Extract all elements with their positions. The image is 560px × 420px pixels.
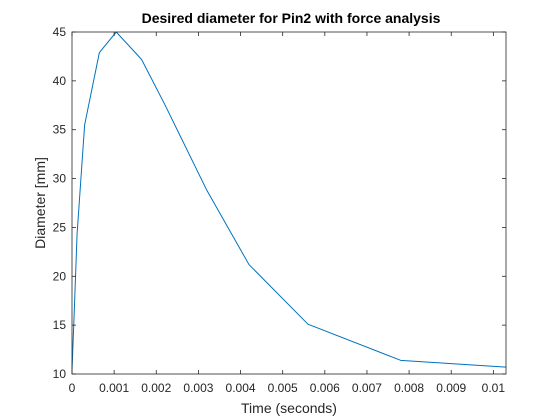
y-tick-label: 25 — [53, 220, 67, 234]
x-tick-label: 0.006 — [310, 381, 340, 395]
x-tick-label: 0.009 — [436, 381, 466, 395]
x-tick-label: 0.008 — [394, 381, 424, 395]
x-tick-label: 0.01 — [482, 381, 506, 395]
x-tick-label: 0 — [69, 381, 76, 395]
axes-box — [71, 31, 507, 375]
y-tick-label: 35 — [53, 123, 67, 137]
y-tick-label: 20 — [53, 269, 67, 283]
y-tick-label: 10 — [53, 367, 67, 381]
axes-background — [72, 32, 506, 374]
y-axis-label: Diameter [mm] — [32, 157, 48, 249]
x-tick-label: 0.004 — [226, 381, 256, 395]
plot-area: 0 0.001 0.002 0.003 0.004 0.005 0.006 0.007 0.00… — [53, 25, 507, 395]
y-tick-label: 45 — [53, 25, 67, 39]
series-line-1 — [71, 31, 507, 371]
y-tick-label: 40 — [53, 74, 67, 88]
x-tick-label: 0.005 — [268, 381, 298, 395]
chart-title: Desired diameter for Pin2 with force ana… — [142, 10, 441, 26]
y-tick-label: 30 — [53, 172, 67, 186]
x-axis-label: Time (seconds) — [241, 400, 337, 416]
x-tick-label: 0.001 — [99, 381, 129, 395]
x-tick-label: 0.002 — [141, 381, 171, 395]
y-tick-label: 15 — [53, 318, 67, 332]
x-tick-label: 0.007 — [352, 381, 382, 395]
x-tick-label: 0.003 — [183, 381, 213, 395]
